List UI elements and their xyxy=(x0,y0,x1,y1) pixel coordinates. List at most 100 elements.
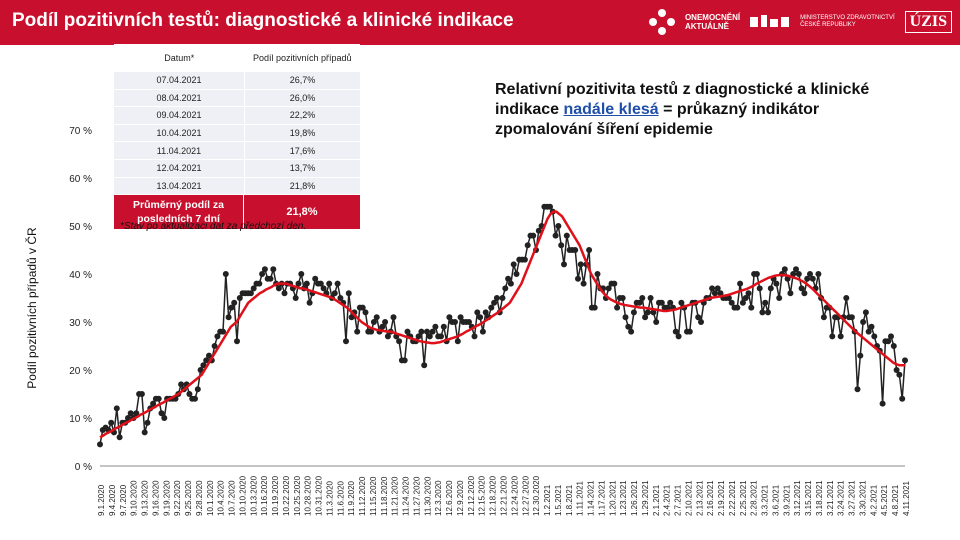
data-point xyxy=(337,295,344,301)
x-tick-label: 9.16.2020 xyxy=(151,480,160,516)
x-tick-label: 11.3.2020 xyxy=(325,480,334,516)
data-point xyxy=(614,304,621,311)
table-row: 12.04.2021 13,7% xyxy=(114,159,360,178)
data-point xyxy=(354,328,361,335)
y-tick-label: 60 % xyxy=(69,174,92,185)
row-date: 07.04.2021 xyxy=(114,72,245,90)
data-point xyxy=(820,314,827,321)
data-point xyxy=(505,275,512,282)
x-tick-label: 1.23.2021 xyxy=(619,480,628,516)
x-tick-label: 4.5.2021 xyxy=(880,484,889,516)
data-point xyxy=(535,227,542,234)
data-point xyxy=(667,299,674,306)
data-point xyxy=(776,295,783,301)
x-tick-label: 1.29.2021 xyxy=(641,480,650,516)
data-point xyxy=(860,319,867,325)
x-tick-label: 4.8.2021 xyxy=(891,484,900,516)
data-point xyxy=(728,299,735,306)
page-title: Podíl pozitivních testů: diagnostické a … xyxy=(12,10,514,31)
data-point xyxy=(829,333,836,340)
data-point xyxy=(767,285,774,292)
data-point xyxy=(194,386,201,393)
header-bar: Podíl pozitivních testů: diagnostické a … xyxy=(0,0,960,45)
data-point xyxy=(653,319,660,325)
data-point xyxy=(890,343,897,349)
data-point xyxy=(382,319,389,325)
data-point xyxy=(155,395,162,402)
data-point xyxy=(580,280,587,287)
data-point xyxy=(438,333,444,340)
logo-aktualne: AKTUÁLNĚ xyxy=(684,22,729,31)
x-tick-label: 12.24.2020 xyxy=(510,475,519,516)
data-point xyxy=(303,280,310,287)
data-point xyxy=(753,271,760,277)
x-tick-label: 9.22.2020 xyxy=(173,480,182,516)
table-row: 10.04.2021 19,8% xyxy=(114,124,360,143)
data-point xyxy=(765,309,771,316)
table-footnote: *Stav po aktualizaci dat za předchozí de… xyxy=(120,221,307,232)
logo-strip: ONEMOCNĚNÍ AKTUÁLNĚ MINISTERSTVO ZDRAVOT… xyxy=(648,5,952,39)
x-tick-label: 11.12.2020 xyxy=(358,476,367,516)
data-point xyxy=(429,328,436,335)
x-tick-label: 11.18.2020 xyxy=(380,476,389,516)
row-date: 12.04.2021 xyxy=(114,159,245,178)
x-tick-label: 9.4.2020 xyxy=(108,484,117,516)
data-point xyxy=(862,309,869,316)
data-point xyxy=(259,271,266,277)
data-point xyxy=(158,410,165,417)
data-point xyxy=(471,333,478,340)
x-tick-label: 10.28.2020 xyxy=(304,475,313,516)
x-tick-label: 2.1.2021 xyxy=(652,484,661,516)
series-trend xyxy=(99,210,905,439)
data-point xyxy=(552,232,559,239)
x-tick-label: 9.28.2020 xyxy=(195,480,204,516)
data-point xyxy=(502,285,509,292)
x-tick-label: 10.13.2020 xyxy=(249,475,258,516)
y-tick-label: 70 % xyxy=(69,126,92,137)
data-point xyxy=(734,304,741,311)
data-point xyxy=(650,309,657,316)
data-point xyxy=(510,261,517,268)
x-tick-label: 1.14.2021 xyxy=(587,480,596,516)
data-point xyxy=(133,410,140,417)
data-point xyxy=(815,271,822,277)
data-point xyxy=(418,328,425,335)
data-point xyxy=(225,314,232,321)
x-tick-label: 2.16.2021 xyxy=(706,480,715,516)
data-point xyxy=(178,381,185,388)
mzcr-logo-text: MINISTERSTVO ZDRAVOTNICTVÍ ČESKÉ REPUBLI… xyxy=(800,15,895,29)
data-point xyxy=(127,410,134,417)
data-point xyxy=(488,304,495,311)
x-tick-label: 9.1.2020 xyxy=(97,484,106,516)
x-tick-label: 1.17.2021 xyxy=(597,480,606,516)
data-point xyxy=(798,285,805,292)
x-tick-label: 12.30.2020 xyxy=(532,475,541,516)
data-point xyxy=(524,242,531,249)
data-point xyxy=(804,275,811,282)
x-tick-label: 1.8.2021 xyxy=(565,484,574,516)
onemocneni-logo-text: ONEMOCNĚNÍ AKTUÁLNĚ xyxy=(685,13,740,31)
x-tick-label: 11.27.2020 xyxy=(412,476,421,516)
data-point xyxy=(678,299,685,306)
data-point xyxy=(644,309,651,316)
row-value: 13,7% xyxy=(244,159,360,178)
data-point xyxy=(737,280,744,287)
data-point xyxy=(843,295,850,301)
data-point xyxy=(642,314,649,321)
data-point xyxy=(714,285,721,292)
data-point xyxy=(762,299,769,306)
data-point xyxy=(432,323,439,330)
data-point xyxy=(256,280,263,287)
data-point xyxy=(558,242,565,249)
data-point xyxy=(885,338,892,345)
data-point xyxy=(320,285,327,292)
data-point xyxy=(220,328,226,335)
data-point xyxy=(267,275,274,282)
x-tick-label: 12.18.2020 xyxy=(489,475,498,516)
col-share-header: Podíl pozitivních případů xyxy=(244,44,360,72)
data-point xyxy=(144,419,151,426)
x-tick-label: 9.25.2020 xyxy=(184,480,193,516)
data-point xyxy=(317,280,324,287)
y-tick-label: 10 % xyxy=(69,414,92,425)
data-point xyxy=(594,271,601,277)
